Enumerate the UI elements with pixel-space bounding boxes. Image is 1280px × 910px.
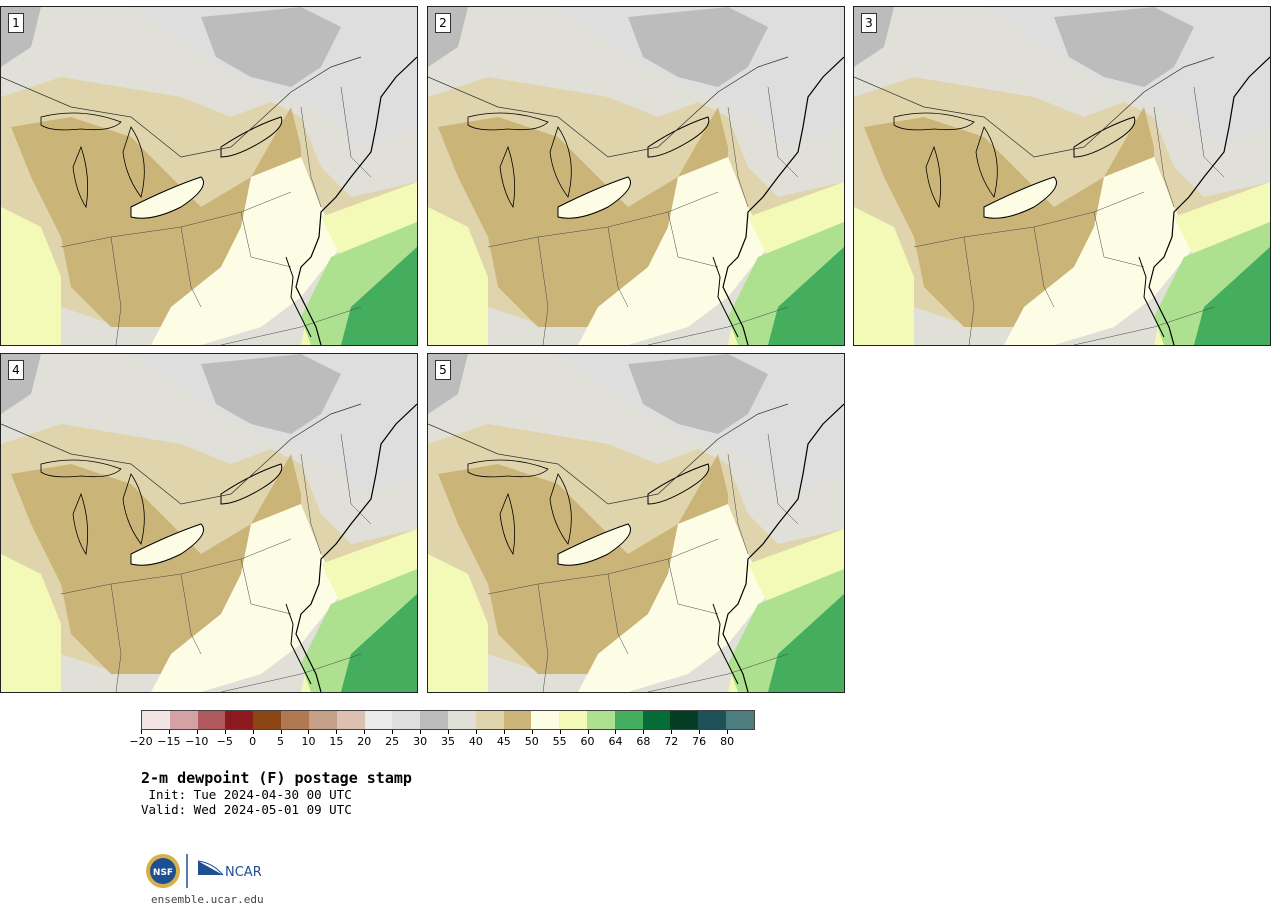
colorbar-tick-label: 20 xyxy=(357,735,372,748)
colorbar-tick-label: 10 xyxy=(301,735,316,748)
colorbar-tick xyxy=(699,730,701,734)
colorbar-tick xyxy=(336,730,338,734)
colorbar-tick xyxy=(280,730,282,734)
colorbar-swatch xyxy=(559,711,587,729)
colorbar-tick-label: 40 xyxy=(468,735,483,748)
colorbar-tick-label: 35 xyxy=(441,735,455,748)
colorbar-tick xyxy=(392,730,394,734)
colorbar-swatch xyxy=(169,711,198,729)
colorbar-tick xyxy=(531,730,533,734)
map-panel-5: 5 xyxy=(427,353,845,693)
colorbar-swatch xyxy=(336,711,365,729)
colorbar-tick-label: 68 xyxy=(636,735,651,748)
colorbar-tick-label: 64 xyxy=(608,735,623,748)
panel-number: 3 xyxy=(861,13,877,33)
map-1 xyxy=(1,7,417,345)
colorbar-swatch xyxy=(698,711,727,729)
colorbar-swatch xyxy=(392,711,421,729)
colorbar-tick xyxy=(448,730,449,734)
colorbar-tick-label: −5 xyxy=(216,735,233,748)
panel-number: 5 xyxy=(435,360,451,380)
map-5 xyxy=(428,354,844,692)
colorbar-tick-label: 45 xyxy=(496,735,511,748)
colorbar-tick-label: 0 xyxy=(249,735,257,748)
valid-time: Valid: Wed 2024-05-01 09 UTC xyxy=(141,802,352,817)
map-panel-1: 1 xyxy=(0,6,418,346)
colorbar-swatch xyxy=(614,711,643,729)
colorbar-swatch xyxy=(726,711,754,729)
colorbar-swatch xyxy=(503,711,532,729)
colorbar-tick-label: −10 xyxy=(185,735,209,748)
colorbar-tick xyxy=(196,730,198,734)
colorbar-tick xyxy=(475,730,477,734)
colorbar-tick-label: 15 xyxy=(329,735,344,748)
colorbar-tick xyxy=(224,730,226,734)
colorbar-tick xyxy=(168,730,170,734)
colorbar-tick xyxy=(587,730,589,734)
colorbar-swatch xyxy=(253,711,282,729)
colorbar-tick xyxy=(420,730,422,734)
colorbar-tick xyxy=(503,730,505,734)
colorbar-swatch xyxy=(197,711,226,729)
colorbar-swatch xyxy=(531,711,560,729)
colorbar-tick-label: 30 xyxy=(413,735,428,748)
colorbar-tick xyxy=(615,730,617,734)
colorbar-ticks: −20 −15 −10 −5 0 5 10 15 20 25 30 35 40 45 50 55 60 64 68 7… xyxy=(129,730,755,750)
panel-number: 1 xyxy=(8,13,24,33)
map-4 xyxy=(1,354,417,692)
colorbar-swatch xyxy=(225,711,254,729)
nsf-logo-icon: NSF xyxy=(146,854,180,888)
colorbar-tick-label: 80 xyxy=(720,735,735,748)
ncar-logo-icon: NCAR xyxy=(197,860,262,880)
colorbar-tick-label: 5 xyxy=(277,735,285,748)
colorbar-swatch xyxy=(420,711,448,729)
svg-text:NSF: NSF xyxy=(153,868,173,878)
colorbar-tick xyxy=(643,730,645,734)
colorbar-tick-label: 50 xyxy=(524,735,539,748)
colorbar-tick-label: −20 xyxy=(129,735,153,748)
plot-title: 2-m dewpoint (F) postage stamp xyxy=(141,769,412,787)
colorbar-tick xyxy=(252,730,254,734)
colorbar-swatch xyxy=(281,711,309,729)
colorbar-tick-label: 60 xyxy=(580,735,595,748)
svg-text:NCAR: NCAR xyxy=(225,865,262,880)
colorbar-tick xyxy=(141,730,142,734)
colorbar-swatch xyxy=(587,711,615,729)
colorbar-swatch xyxy=(447,711,476,729)
site-url: ensemble.ucar.edu xyxy=(151,893,264,906)
colorbar-swatch xyxy=(364,711,393,729)
logos: NSF NCAR xyxy=(145,851,275,891)
map-panel-2: 2 xyxy=(427,6,845,346)
colorbar-swatch xyxy=(642,711,671,729)
map-panel-4: 4 xyxy=(0,353,418,693)
colorbar-tick xyxy=(671,730,673,734)
colorbar-tick-label: 72 xyxy=(664,735,679,748)
colorbar-tick xyxy=(364,730,366,734)
colorbar-tick xyxy=(308,730,310,734)
colorbar-tick xyxy=(727,730,729,734)
colorbar-swatch xyxy=(670,711,699,729)
colorbar-swatch xyxy=(308,711,337,729)
colorbar-swatch xyxy=(142,711,170,729)
colorbar xyxy=(141,710,755,730)
colorbar-tick-label: 76 xyxy=(692,735,707,748)
panel-number: 2 xyxy=(435,13,451,33)
colorbar-tick-label: −15 xyxy=(157,735,181,748)
colorbar-tick-label: 25 xyxy=(385,735,400,748)
panel-number: 4 xyxy=(8,360,24,380)
map-panel-3: 3 xyxy=(853,6,1271,346)
map-3 xyxy=(854,7,1270,345)
init-time: Init: Tue 2024-04-30 00 UTC xyxy=(141,787,352,802)
colorbar-swatch xyxy=(475,711,504,729)
map-2 xyxy=(428,7,844,345)
colorbar-tick-label: 55 xyxy=(552,735,567,748)
colorbar-tick xyxy=(559,730,561,734)
